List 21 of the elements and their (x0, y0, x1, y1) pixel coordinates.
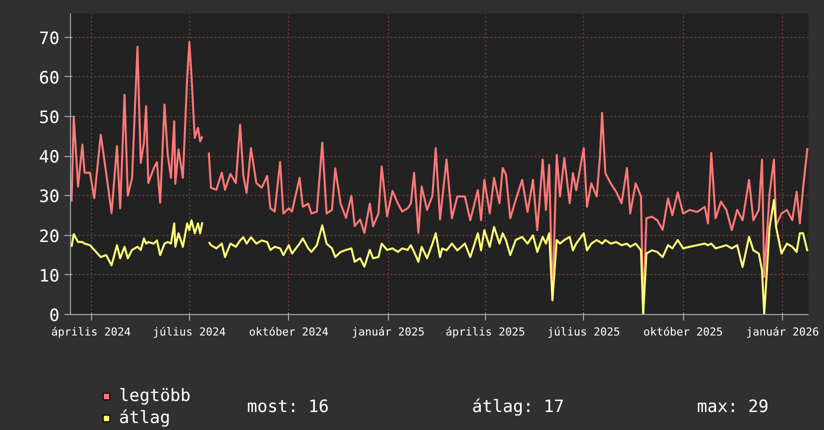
y-tick-label: 0 (49, 306, 60, 326)
text: átlag: 17 (472, 396, 566, 419)
x-tick-label: október 2024 (249, 326, 329, 338)
x-tick-label: január 2025 (352, 326, 425, 338)
legend-label: legtöbb (119, 386, 191, 406)
x-tick-label: október 2025 (643, 326, 723, 338)
y-tick-label: 10 (39, 266, 60, 286)
x-tick-label: július 2025 (547, 326, 620, 338)
y-tick-label: 20 (39, 226, 60, 247)
x-tick-label: április 2024 (51, 326, 132, 338)
x-tick-label: január 2026 (746, 326, 820, 338)
x-tick-label: április 2025 (446, 326, 526, 338)
y-tick-label: 50 (39, 108, 60, 128)
y-tick-label: 60 (39, 68, 60, 88)
y-tick-label: 40 (39, 148, 60, 168)
legend-label: átlag (119, 408, 170, 428)
text: max: 29 (697, 396, 770, 419)
x-tick-label: július 2024 (152, 326, 226, 338)
y-tick-label: 30 (39, 187, 60, 208)
y-tick-label: 70 (39, 28, 60, 49)
text: most: 16 (247, 396, 330, 419)
